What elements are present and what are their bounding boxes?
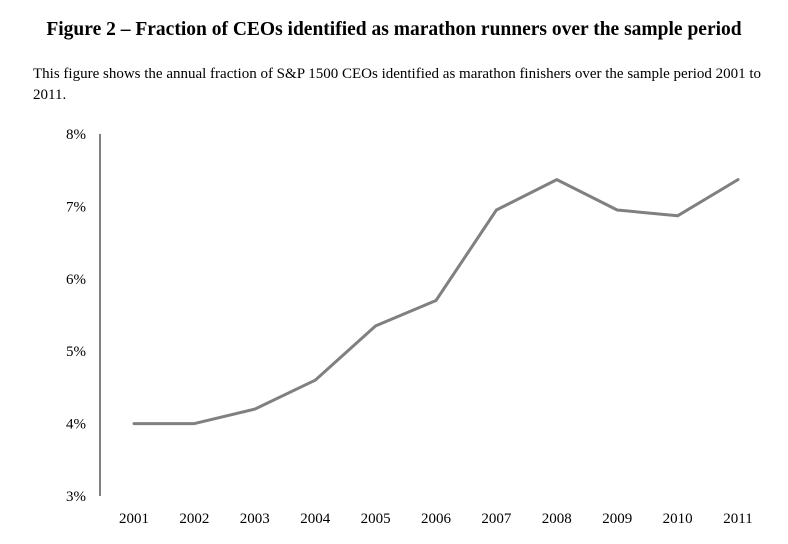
x-tick-label: 2006 <box>421 511 452 527</box>
y-tick-label: 4% <box>66 417 86 433</box>
x-tick-label: 2003 <box>240 511 270 527</box>
x-tick-label: 2004 <box>300 511 331 527</box>
y-tick-labels: 3% 4% 5% 6% 7% 8% <box>66 127 86 505</box>
figure-caption: This figure shows the annual fraction of… <box>33 66 762 103</box>
x-tick-labels: 2001 2002 2003 2004 2005 2006 2007 2008 2009 2010… <box>119 511 753 527</box>
x-tick-label: 2005 <box>361 511 391 527</box>
series-line <box>132 178 740 426</box>
x-tick-label: 2002 <box>179 511 209 527</box>
y-tick-label: 3% <box>66 489 86 505</box>
x-tick-label: 2009 <box>602 511 632 527</box>
x-tick-label: 2008 <box>542 511 572 527</box>
figure-title: Figure 2 – Fraction of CEOs identified a… <box>46 19 742 40</box>
y-tick-label: 7% <box>66 199 86 215</box>
y-tick-label: 5% <box>66 344 86 360</box>
y-tick-label: 6% <box>66 272 86 288</box>
series-group <box>132 178 740 426</box>
x-tick-label: 2001 <box>119 511 149 527</box>
y-tick-label: 8% <box>66 127 86 143</box>
x-tick-label: 2007 <box>481 511 512 527</box>
x-tick-label: 2011 <box>723 511 752 527</box>
x-tick-label: 2010 <box>663 511 693 527</box>
